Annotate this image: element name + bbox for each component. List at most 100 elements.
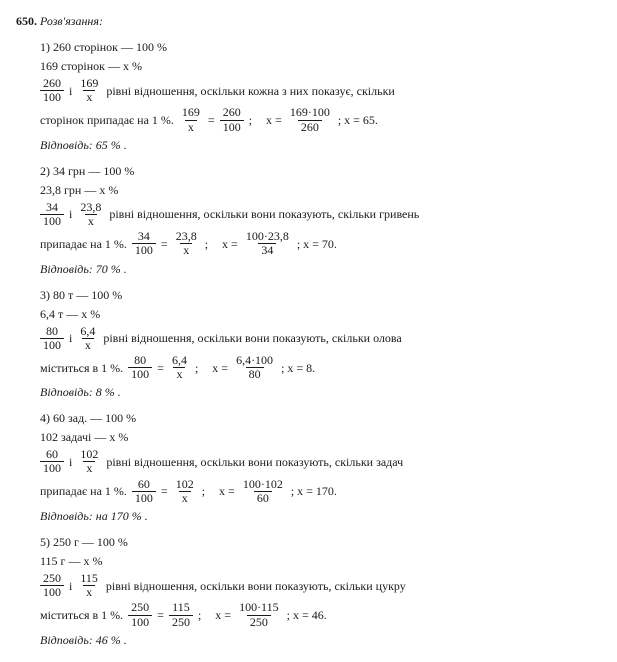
fraction: 100·10260 [240,478,286,505]
given-line-2: 23,8 грн — x % [40,181,601,199]
fraction: 250100 [128,601,152,628]
fraction: 260100 [40,77,64,104]
ratio-description: рівні відношення, оскільки вони показуют… [106,453,403,471]
continuation-text: припадає на 1 %. [40,235,127,253]
and-word: і [69,329,72,347]
fraction: 6,4·10080 [233,354,276,381]
equation-line: міститься в 1 %.80100=6,4x;x =6,4·10080;… [40,354,601,381]
fraction-denominator: 100 [40,214,64,228]
fraction-denominator: x [180,243,192,257]
semicolon: ; [198,606,201,624]
fraction-denominator: x [83,585,95,599]
fraction: 260100 [220,106,244,133]
fraction-denominator: x [83,461,95,475]
continuation-text: міститься в 1 %. [40,606,123,624]
fraction-numerator: 60 [43,448,61,461]
fraction-numerator: 250 [128,601,152,614]
problem-heading: 650. Розв'язання: [16,12,601,30]
fraction-numerator: 100·102 [240,478,286,491]
fraction: 115250 [169,601,193,628]
fraction-numerator: 6,4 [77,325,98,338]
result-text: ; x = 70. [297,235,337,253]
semicolon: ; [249,111,252,129]
fraction: 169·100260 [287,106,333,133]
fraction-numerator: 34 [43,201,61,214]
problem-number: 650. [16,14,37,28]
fraction-numerator: 169 [179,106,203,119]
fraction: 60100 [132,478,156,505]
fraction-denominator: 100 [132,491,156,505]
fraction-numerator: 169·100 [287,106,333,119]
fraction-denominator: 100 [128,615,152,629]
fraction-numerator: 260 [220,106,244,119]
fraction-denominator: x [82,338,94,352]
fraction-numerator: 23,8 [77,201,104,214]
fraction-denominator: 80 [246,367,264,381]
fraction-denominator: x [173,367,185,381]
fraction-denominator: 260 [298,120,322,134]
given-line-2: 102 задачі — x % [40,428,601,446]
result-text: ; x = 46. [287,606,327,624]
given-line-2: 6,4 т — x % [40,305,601,323]
fraction: 100·115250 [236,601,282,628]
given-line-1: 3) 80 т — 100 % [40,286,601,304]
equals-sign: = [157,359,164,377]
ratio-description: рівні відношення, оскільки кожна з них п… [106,82,395,100]
fraction-numerator: 250 [40,572,64,585]
fraction-denominator: 250 [247,615,271,629]
ratio-line: 260100і169xрівні відношення, оскільки ко… [40,77,601,104]
fraction: 102x [173,478,197,505]
equation-line: припадає на 1 %.60100=102x;x =100·10260;… [40,478,601,505]
and-word: і [69,577,72,595]
answer-line: Відповідь: на 170 % . [40,507,601,525]
equals-sign: = [157,606,164,624]
x-equals: x = [222,235,238,253]
fraction-numerator: 60 [135,478,153,491]
fraction-denominator: 100 [40,461,64,475]
and-word: і [69,82,72,100]
equation-line: припадає на 1 %.34100=23,8x;x =100·23,83… [40,230,601,257]
fraction: 23,8x [173,230,200,257]
fraction-numerator: 100·23,8 [243,230,292,243]
problem-block: 1) 260 сторінок — 100 %169 сторінок — x … [16,38,601,154]
ratio-description: рівні відношення, оскільки вони показуют… [103,329,401,347]
ratio-description: рівні відношення, оскільки вони показуют… [109,205,419,223]
fraction-numerator: 115 [169,601,193,614]
fraction-denominator: x [85,214,97,228]
fraction: 80100 [40,325,64,352]
ratio-line: 250100і115xрівні відношення, оскільки во… [40,572,601,599]
equals-sign: = [208,111,215,129]
equation-line: сторінок припадає на 1 %.169x=260100;x =… [40,106,601,133]
x-equals: x = [212,359,228,377]
given-line-1: 4) 60 зад. — 100 % [40,409,601,427]
result-text: ; x = 65. [338,111,378,129]
fraction: 34100 [40,201,64,228]
fraction-numerator: 100·115 [236,601,282,614]
fraction: 115x [77,572,101,599]
fraction: 23,8x [77,201,104,228]
fraction: 169x [179,106,203,133]
given-line-2: 115 г — x % [40,552,601,570]
fraction: 6,4x [169,354,190,381]
fraction-numerator: 6,4 [169,354,190,367]
answer-line: Відповідь: 8 % . [40,383,601,401]
answer-line: Відповідь: 46 % . [40,631,601,649]
problems-container: 1) 260 сторінок — 100 %169 сторінок — x … [16,38,601,649]
ratio-description: рівні відношення, оскільки вони показуют… [106,577,406,595]
fraction-denominator: 60 [254,491,272,505]
fraction-denominator: 100 [128,367,152,381]
fraction: 102x [77,448,101,475]
equation-line: міститься в 1 %.250100=115250;x =100·115… [40,601,601,628]
fraction: 80100 [128,354,152,381]
fraction-denominator: 100 [220,120,244,134]
given-line-1: 5) 250 г — 100 % [40,533,601,551]
fraction-numerator: 102 [77,448,101,461]
fraction-numerator: 6,4·100 [233,354,276,367]
x-equals: x = [219,482,235,500]
given-line-1: 2) 34 грн — 100 % [40,162,601,180]
semicolon: ; [205,235,208,253]
fraction-denominator: 100 [40,338,64,352]
result-text: ; x = 170. [291,482,337,500]
continuation-text: сторінок припадає на 1 %. [40,111,174,129]
fraction-denominator: 34 [258,243,276,257]
